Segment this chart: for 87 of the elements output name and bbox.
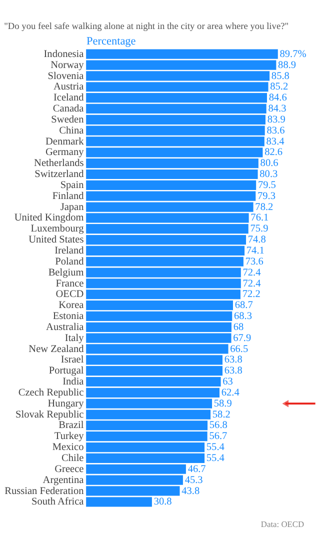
data-label: 89.7% (280, 48, 307, 60)
text: Data: OECD (260, 518, 304, 529)
data-label: 73.6 (245, 256, 264, 268)
data-label: 80.6 (260, 158, 278, 170)
y-tick-label: United Kingdom (14, 212, 84, 224)
data-label: 88.9 (278, 60, 296, 71)
y-tick-label: Indonesia (44, 48, 84, 60)
data-label: 83.9 (267, 114, 286, 126)
data-label: 68.7 (234, 300, 253, 312)
data-label: 84.6 (268, 92, 287, 104)
y-tick-label: Switzerland (34, 169, 85, 180)
data-label: 72.2 (242, 289, 260, 300)
data-label: 85.8 (271, 70, 290, 82)
data-label: 68.3 (234, 311, 252, 322)
y-tick-label: Turkey (54, 431, 85, 442)
data-label: 68 (233, 322, 244, 333)
y-tick-label: Chile (61, 453, 84, 464)
data-label: 56.7 (209, 431, 228, 442)
data-label: 79.5 (258, 180, 276, 191)
y-tick-label: Sweden (51, 114, 84, 126)
y-tick-label: Slovak Republic (15, 409, 84, 420)
y-tick-label: Poland (55, 256, 85, 268)
data-label: 83.4 (266, 136, 284, 148)
data-label: 72.4 (242, 267, 261, 278)
y-tick-label: Portugal (48, 366, 84, 377)
y-tick-label: Iceland (53, 92, 85, 104)
y-tick-label: Korea (58, 300, 84, 312)
y-tick-label: Mexico (52, 442, 84, 454)
data-label: 74.8 (248, 234, 266, 246)
y-tick-label: Canada (52, 104, 84, 115)
y-tick-label: South Africa (31, 496, 84, 508)
data-label: 58.2 (212, 409, 230, 420)
y-tick-label: OECD (56, 289, 84, 300)
y-tick-label: Greece (54, 464, 84, 475)
data-label: 79.3 (258, 190, 276, 202)
y-tick-label: India (62, 376, 84, 388)
y-tick-label: Brazil (58, 420, 84, 432)
data-label: 45.3 (184, 474, 203, 486)
y-tick-label: New Zealand (28, 344, 85, 355)
y-tick-label: Ireland (54, 246, 85, 257)
chart-title: "Do you feel safe walking alone at night in the city or area where you live?" (4, 22, 289, 32)
data-label: 63.8 (224, 354, 242, 366)
data-label: 72.4 (242, 278, 261, 290)
data-label: 75.9 (250, 224, 268, 235)
data-label: 58.9 (214, 398, 232, 410)
data-label: 85.2 (270, 82, 288, 93)
data-label: 78.2 (255, 202, 274, 213)
data-label: 83.6 (266, 125, 285, 136)
y-tick-label: Austria (53, 82, 84, 93)
y-tick-label: Belgium (48, 267, 84, 278)
data-label: 55.4 (206, 453, 224, 464)
data-label: 67.9 (233, 332, 252, 344)
data-label: 74.1 (246, 246, 264, 257)
y-tick-label: Russian Federation (4, 486, 84, 497)
data-label: 84.3 (268, 104, 286, 115)
y-tick-label: Australia (46, 322, 84, 333)
y-tick-label: Czech Republic (18, 387, 84, 398)
y-tick-label: Estonia (52, 311, 84, 322)
y-tick-label: Norway (50, 60, 85, 71)
y-tick-label: Hungary (48, 398, 85, 410)
data-label: 76.1 (250, 212, 269, 224)
y-tick-label: China (59, 125, 84, 136)
data-label: 55.4 (206, 442, 224, 454)
data-label: 80.3 (260, 169, 278, 180)
data-label: 30.8 (154, 496, 172, 508)
data-label: 56.8 (209, 420, 228, 432)
x-axis-title: Percentage (86, 36, 136, 48)
y-tick-label: Luxembourg (30, 224, 84, 235)
data-label: 82.6 (264, 147, 283, 158)
y-tick-label: Israel (60, 354, 84, 366)
data-label: 63 (222, 376, 233, 388)
y-tick-label: Japan (60, 202, 84, 213)
data-label: 62.4 (221, 387, 240, 398)
data-label: 46.7 (188, 464, 206, 475)
data-label: 66.5 (230, 344, 248, 355)
y-tick-label: Spain (60, 180, 84, 191)
data-label: 63.8 (224, 366, 242, 377)
y-tick-label: Italy (64, 332, 85, 344)
y-tick-label: Slovenia (48, 70, 84, 82)
y-tick-label: Denmark (45, 136, 85, 148)
y-tick-label: Germany (45, 147, 85, 158)
y-tick-label: United States (28, 234, 84, 246)
y-tick-label: Netherlands (34, 158, 84, 170)
y-tick-label: Finland (52, 190, 85, 202)
y-tick-label: Argentina (42, 474, 84, 486)
data-label: 43.8 (182, 486, 200, 497)
y-tick-label: France (56, 278, 84, 290)
